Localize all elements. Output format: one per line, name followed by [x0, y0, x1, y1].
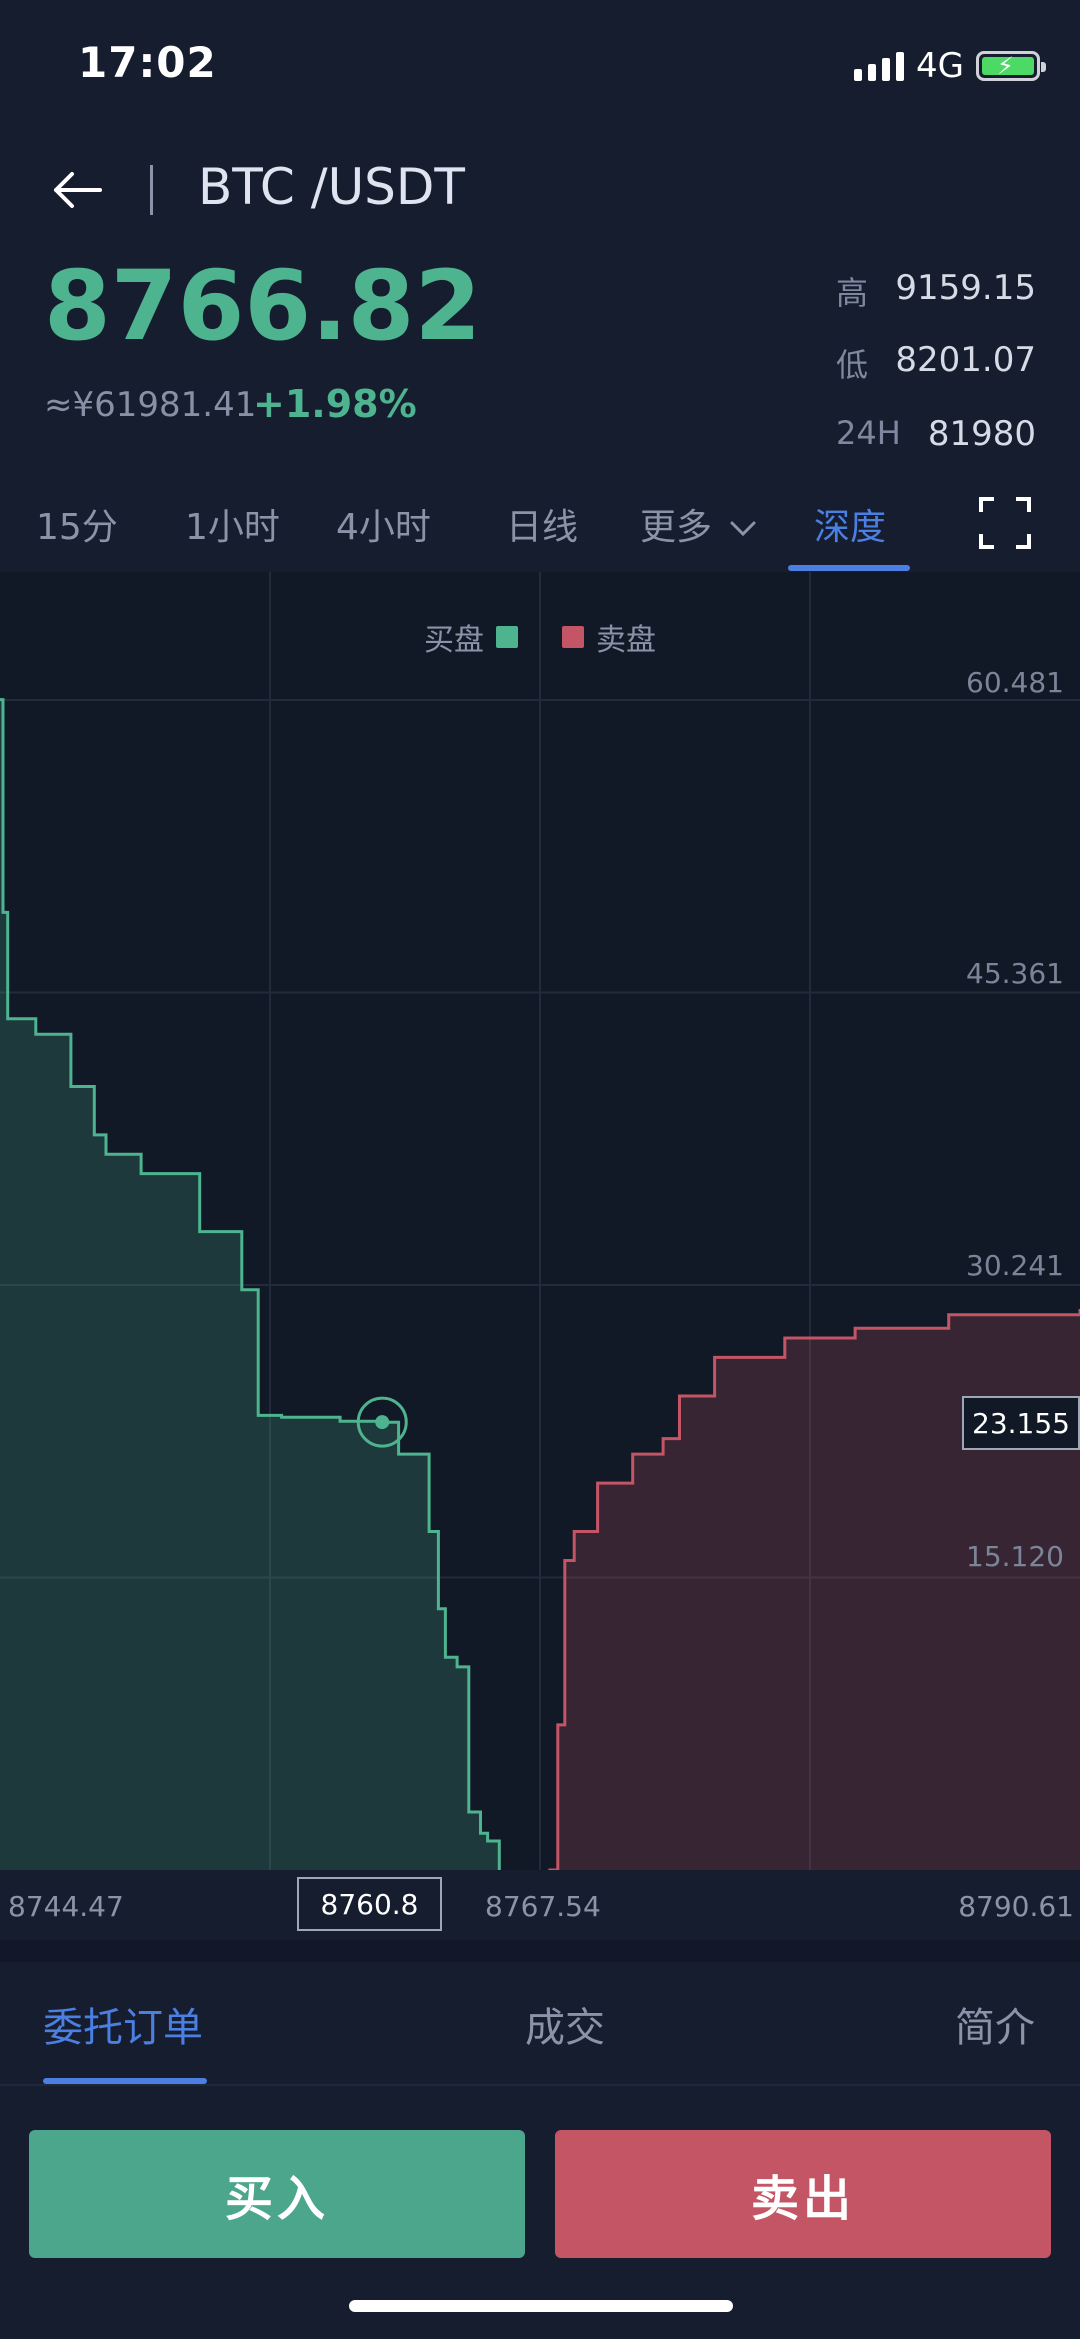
section-divider: [0, 2084, 1080, 2086]
legend-bid: 买盘: [424, 615, 518, 659]
x-tick-label: 8744.47: [8, 1890, 124, 1923]
y-tick-label: 45.361: [966, 957, 1064, 990]
legend-bid-swatch: [496, 626, 518, 648]
tab-more-label: 更多: [640, 507, 713, 548]
crosshair-x-value: 8760.8: [297, 1877, 442, 1931]
depth-chart[interactable]: [0, 572, 1080, 1870]
section-separator: [0, 1940, 1080, 1962]
x-tick-label: 8767.54: [485, 1890, 601, 1923]
tab-more[interactable]: 更多: [640, 498, 757, 550]
high-value: 9159.15: [895, 268, 1036, 308]
y-tick-label: 30.241: [966, 1249, 1064, 1282]
x-tick-label: 8790.61: [958, 1890, 1074, 1923]
tab-depth[interactable]: 深度: [814, 507, 887, 548]
price-cny: ≈¥61981.41: [44, 385, 257, 425]
crosshair-ring: [356, 1396, 408, 1448]
volume-label: 24H: [836, 414, 901, 452]
tab-intro[interactable]: 简介: [955, 2005, 1035, 2051]
ask-line: [548, 1309, 1080, 1870]
legend-ask: 卖盘: [562, 615, 656, 659]
y-tick-label: 60.481: [966, 666, 1064, 699]
x-axis: [0, 1870, 1080, 1940]
fullscreen-icon[interactable]: [978, 496, 1032, 550]
tab-active-indicator: [788, 565, 910, 571]
buy-button[interactable]: 买入: [29, 2130, 525, 2258]
header-divider: [150, 165, 153, 215]
home-indicator[interactable]: [349, 2300, 733, 2312]
crosshair-y-value: 23.155: [962, 1396, 1080, 1450]
y-tick-label: 15.120: [966, 1540, 1064, 1573]
bid-line: [0, 698, 501, 1870]
trading-pair-title: BTC /USDT: [198, 158, 465, 216]
high-label: 高: [836, 274, 869, 312]
tab-trades[interactable]: 成交: [525, 2005, 605, 2051]
low-label: 低: [836, 346, 869, 384]
tab-orders[interactable]: 委托订单: [43, 2005, 203, 2051]
sell-button[interactable]: 卖出: [555, 2130, 1051, 2258]
crosshair-point: [375, 1415, 390, 1430]
legend-ask-swatch: [562, 626, 584, 648]
section-active-indicator: [43, 2078, 207, 2084]
tab-daily[interactable]: 日线: [506, 507, 579, 548]
status-indicators: 4G ⚡: [854, 46, 1046, 86]
back-arrow-icon[interactable]: [48, 160, 108, 220]
status-time: 17:02: [78, 38, 217, 87]
tab-4hour[interactable]: 4小时: [336, 507, 431, 548]
network-type: 4G: [916, 46, 964, 86]
volume-value: 81980: [927, 414, 1036, 454]
chevron-down-icon: [730, 521, 756, 537]
price-change: +1.98%: [253, 382, 417, 426]
ask-area: [548, 1309, 1080, 1870]
legend-bid-label: 买盘: [424, 623, 484, 658]
period-tabs: 15分 1小时 4小时 日线 更多 深度: [0, 490, 1080, 572]
bid-area: [0, 699, 500, 1870]
signal-icon: [854, 51, 905, 81]
battery-icon: ⚡: [976, 51, 1046, 81]
legend-ask-label: 卖盘: [596, 623, 656, 658]
tab-15min[interactable]: 15分: [36, 507, 118, 548]
low-value: 8201.07: [895, 340, 1036, 380]
tab-1hour[interactable]: 1小时: [185, 507, 280, 548]
section-tabs: [0, 1962, 1080, 2086]
last-price: 8766.82: [44, 250, 482, 362]
